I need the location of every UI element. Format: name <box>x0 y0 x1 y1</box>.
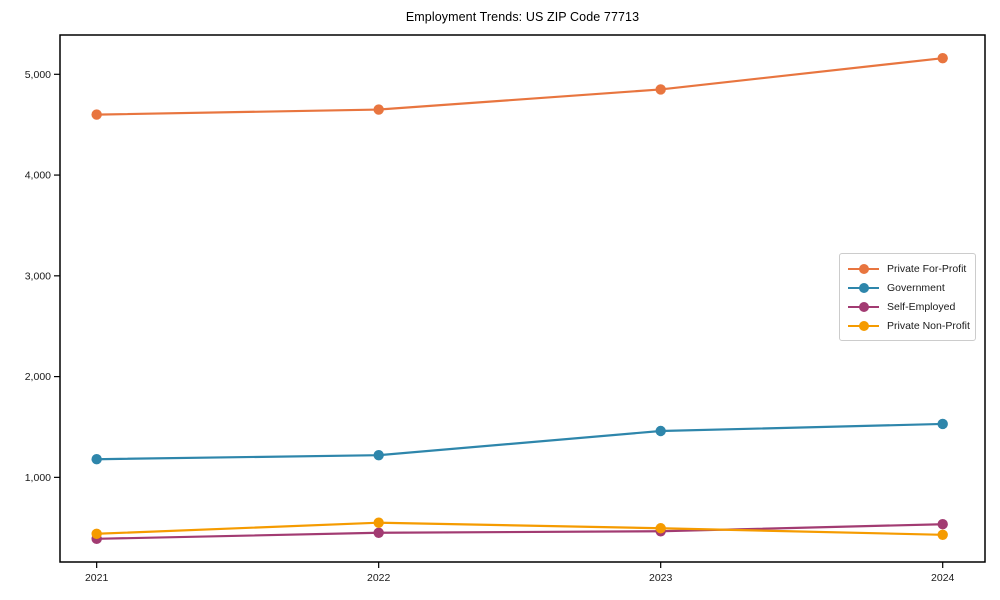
data-point-self-employed <box>373 527 384 538</box>
data-point-private-for-profit <box>937 52 948 64</box>
data-point-private-for-profit <box>373 104 384 115</box>
x-tick-label: 2023 <box>649 572 673 584</box>
y-tick-label: 3,000 <box>25 270 51 282</box>
legend: Private For-Profit Government Self-Employe… <box>839 253 976 341</box>
legend-label: Self-Employed <box>887 301 956 314</box>
chart-title: Employment Trends: US ZIP Code 77713 <box>405 10 640 24</box>
legend-item-private-for-profit: Private For-Profit <box>848 259 968 278</box>
data-point-government <box>937 418 948 430</box>
y-tick-label: 4,000 <box>25 170 51 182</box>
data-point-private-non-profit <box>937 529 948 540</box>
data-point-private-for-profit <box>91 109 102 120</box>
legend-label: Private Non-Profit <box>887 320 970 333</box>
legend-label: Private For-Profit <box>887 262 967 275</box>
legend-label: Government <box>887 281 945 294</box>
data-point-government <box>655 425 666 437</box>
legend-marker-icon <box>848 282 879 293</box>
x-tick-label: 2021 <box>85 572 109 584</box>
legend-marker-icon <box>848 321 879 332</box>
x-tick-label: 2024 <box>931 572 955 584</box>
legend-item-private-non-profit: Private Non-Profit <box>848 317 970 336</box>
plot-frame <box>59 34 986 563</box>
data-point-private-for-profit <box>655 84 666 95</box>
legend-item-government: Government <box>848 278 968 297</box>
data-point-self-employed <box>937 519 948 530</box>
series-line-private-for-profit <box>95 57 944 116</box>
data-point-government <box>373 449 384 461</box>
data-point-private-non-profit <box>655 523 666 534</box>
data-point-government <box>91 454 102 465</box>
y-tick-label: 2,000 <box>25 371 51 383</box>
x-tick-label: 2022 <box>367 572 391 584</box>
series-line-self-employed <box>95 523 944 540</box>
legend-item-self-employed: Self-Employed <box>848 298 968 317</box>
series-line-private-non-profit <box>95 521 944 536</box>
data-point-private-non-profit <box>91 528 102 539</box>
data-point-private-non-profit <box>373 517 384 528</box>
legend-marker-icon <box>848 263 879 274</box>
series-line-government <box>95 422 944 461</box>
y-tick-label: 5,000 <box>25 69 51 81</box>
legend-marker-icon <box>848 302 879 313</box>
y-tick-label: 1,000 <box>25 472 51 484</box>
